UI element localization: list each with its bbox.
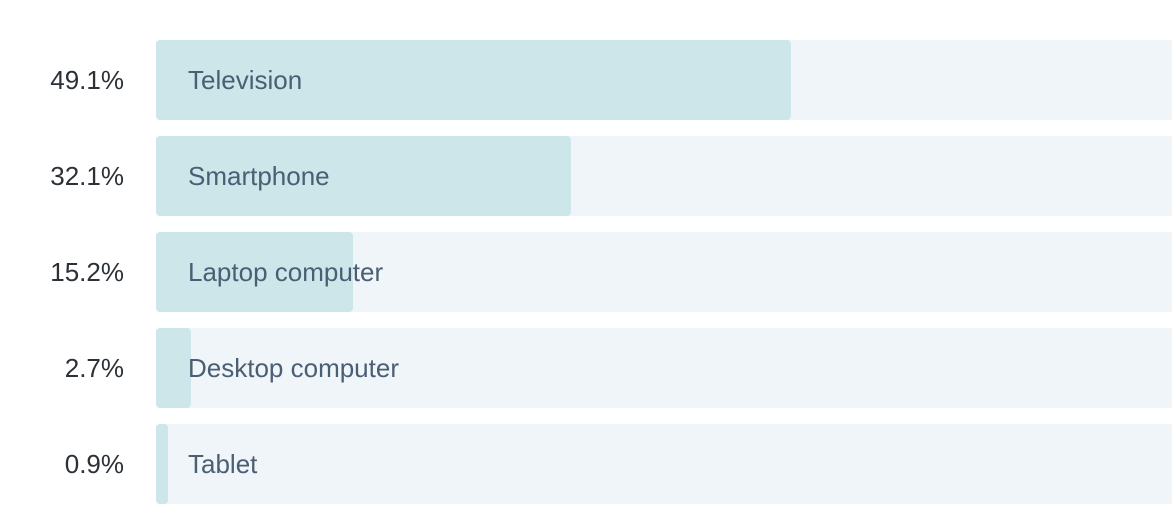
category-label: Smartphone: [188, 161, 330, 191]
value-label: 32.1%: [50, 161, 124, 191]
category-label: Tablet: [188, 449, 258, 479]
bar: [156, 40, 792, 120]
bar-track: Laptop computer: [156, 232, 1172, 312]
value-label: 0.9%: [64, 449, 124, 479]
bar-row: 0.9% Tablet: [0, 424, 1172, 504]
value-label: 49.1%: [50, 65, 124, 95]
bar-track: Smartphone: [156, 136, 1172, 216]
bar: [156, 232, 353, 312]
bar: [156, 136, 572, 216]
category-label: Laptop computer: [188, 257, 384, 287]
value-label: 2.7%: [64, 353, 124, 383]
bar-chart: 49.1% Television 32.1% Smartphone 15.2% Lapto…: [0, 40, 1172, 520]
value-label: 15.2%: [50, 257, 124, 287]
bar-row: 2.7% Desktop computer: [0, 328, 1172, 408]
bar-row: 15.2% Laptop computer: [0, 232, 1172, 312]
category-label: Desktop computer: [188, 353, 399, 383]
bar: [156, 328, 191, 408]
bar-track: Tablet: [156, 424, 1172, 504]
bar-track: Desktop computer: [156, 328, 1172, 408]
bar-row: 49.1% Television: [0, 40, 1172, 120]
bar: [156, 424, 168, 504]
bar-track: Television: [156, 40, 1172, 120]
category-label: Television: [188, 65, 303, 95]
bar-row: 32.1% Smartphone: [0, 136, 1172, 216]
